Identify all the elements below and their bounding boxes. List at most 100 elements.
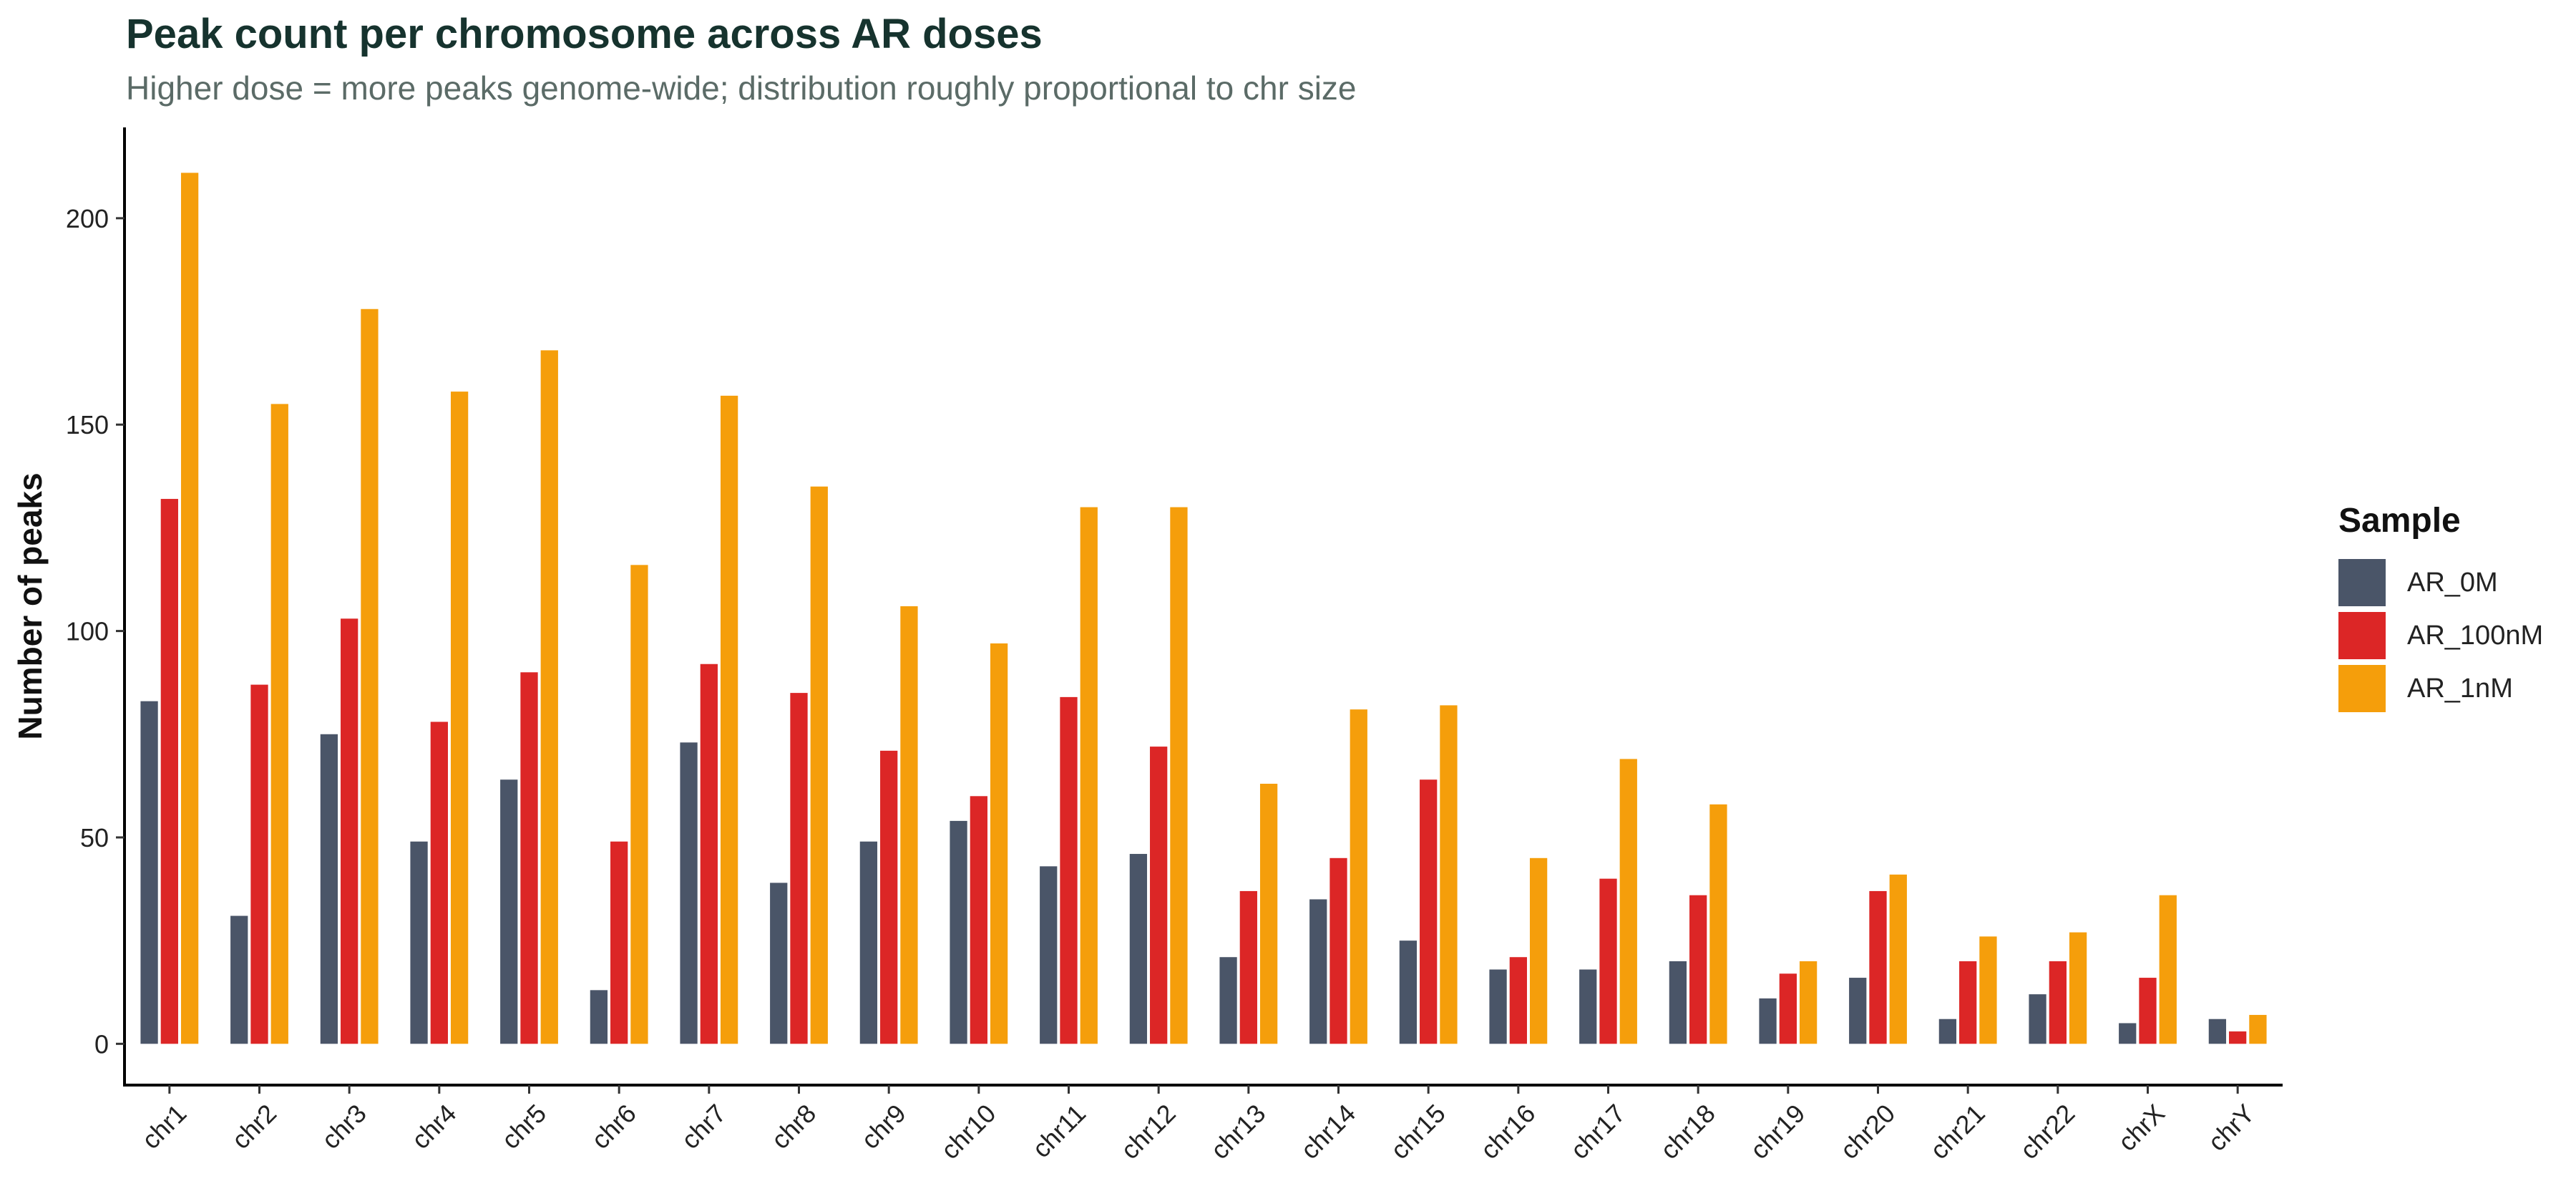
x-tick-label-chr19: chr19: [1745, 1099, 1811, 1165]
bar-AR_100nM-chr8: [790, 693, 808, 1044]
bars-layer: [140, 172, 2267, 1044]
bar-AR_100nM-chr11: [1060, 696, 1078, 1044]
bar-AR_100nM-chr3: [341, 618, 358, 1044]
bar-AR_0M-chr13: [1219, 957, 1237, 1044]
x-tick-label-chr13: chr13: [1205, 1099, 1272, 1165]
bar-AR_1nM-chrY: [2249, 1014, 2267, 1044]
bar-AR_0M-chr10: [950, 820, 967, 1044]
bar-AR_0M-chr7: [680, 742, 698, 1044]
bar-AR_0M-chr15: [1399, 941, 1418, 1044]
bar-AR_1nM-chr16: [1529, 857, 1548, 1044]
bar-AR_1nM-chr4: [450, 392, 469, 1044]
y-tick-label-50: 50: [80, 823, 109, 852]
x-tick-label-chr12: chr12: [1115, 1099, 1181, 1165]
x-tick-label-chr7: chr7: [675, 1099, 732, 1155]
x-tick-label-chr18: chr18: [1654, 1099, 1721, 1165]
bar-AR_0M-chr3: [320, 734, 338, 1044]
bar-AR_1nM-chr20: [1889, 874, 1907, 1044]
legend-swatch-AR_1nM: [2338, 665, 2386, 712]
bar-AR_1nM-chr17: [1619, 759, 1637, 1044]
legend: Sample AR_0M AR_100nM AR_1nM: [2338, 501, 2543, 715]
bar-AR_0M-chr20: [1849, 978, 1867, 1044]
bar-AR_100nM-chr18: [1689, 895, 1707, 1044]
bar-AR_100nM-chr15: [1420, 779, 1438, 1044]
chart-title: Peak count per chromosome across AR dose…: [126, 11, 1043, 57]
x-tick-label-chr2: chr2: [226, 1099, 283, 1155]
bar-AR_100nM-chr16: [1509, 957, 1527, 1044]
bar-AR_0M-chr1: [140, 701, 158, 1044]
bar-AR_0M-chr17: [1579, 969, 1597, 1044]
bar-AR_1nM-chr3: [361, 308, 379, 1044]
x-tick-label-chrY: chrY: [2202, 1099, 2260, 1157]
x-tick-label-chr22: chr22: [2014, 1099, 2081, 1165]
bar-AR_100nM-chr5: [520, 672, 538, 1044]
x-tick-label-chr14: chr14: [1294, 1099, 1361, 1165]
y-tick-label-150: 150: [66, 410, 109, 439]
legend-label-AR_1nM: AR_1nM: [2407, 673, 2513, 704]
bar-AR_100nM-chr20: [1869, 890, 1887, 1044]
bar-AR_100nM-chr12: [1150, 747, 1168, 1044]
bar-AR_100nM-chr10: [970, 796, 987, 1044]
chart-subtitle: Higher dose = more peaks genome-wide; di…: [126, 69, 1357, 107]
bar-AR_100nM-chr13: [1239, 890, 1257, 1044]
bar-AR_100nM-chr9: [880, 750, 898, 1044]
bar-AR_0M-chr19: [1759, 998, 1777, 1044]
bar-AR_1nM-chr18: [1709, 804, 1727, 1044]
bar-AR_100nM-chr19: [1779, 973, 1797, 1044]
bar-AR_0M-chr9: [859, 841, 878, 1044]
legend-swatch-AR_0M: [2338, 559, 2386, 606]
legend-item-AR_100nM: AR_100nM: [2338, 609, 2543, 662]
bar-AR_0M-chr22: [2029, 994, 2046, 1044]
bar-AR_1nM-chr10: [990, 643, 1008, 1044]
bar-AR_0M-chr14: [1309, 899, 1327, 1044]
bar-AR_0M-chr5: [500, 779, 518, 1044]
bar-AR_100nM-chr17: [1599, 878, 1617, 1044]
y-tick-label-0: 0: [94, 1029, 109, 1059]
legend-item-AR_1nM: AR_1nM: [2338, 662, 2543, 715]
bar-AR_100nM-chr2: [250, 684, 268, 1044]
bar-AR_1nM-chr19: [1799, 961, 1818, 1044]
bar-AR_100nM-chr7: [700, 664, 718, 1044]
bar-AR_0M-chr18: [1669, 961, 1687, 1044]
bar-AR_0M-chr21: [1938, 1019, 1957, 1044]
legend-item-AR_0M: AR_0M: [2338, 556, 2543, 609]
x-tick-label-chr20: chr20: [1834, 1099, 1901, 1165]
bar-AR_0M-chr6: [590, 990, 608, 1044]
legend-swatch-AR_100nM: [2338, 612, 2386, 659]
bar-AR_1nM-chr13: [1259, 783, 1278, 1044]
bar-AR_1nM-chr7: [720, 395, 738, 1044]
bar-AR_100nM-chr21: [1959, 961, 1977, 1044]
bar-AR_0M-chr16: [1489, 969, 1507, 1044]
y-axis-title: Number of peaks: [11, 472, 49, 739]
bar-AR_1nM-chr21: [1979, 936, 1997, 1044]
x-tick-label-chrX: chrX: [2112, 1099, 2170, 1157]
bar-AR_0M-chr2: [230, 915, 248, 1044]
x-tick-label-chr21: chr21: [1924, 1099, 1991, 1165]
y-tick-label-100: 100: [66, 617, 109, 646]
x-tick-label-chr17: chr17: [1564, 1099, 1631, 1165]
x-tick-label-chr4: chr4: [406, 1099, 462, 1155]
bar-AR_0M-chrX: [2119, 1023, 2137, 1044]
bar-AR_1nM-chr8: [810, 486, 828, 1044]
bar-AR_1nM-chr1: [180, 172, 199, 1044]
y-tick-label-200: 200: [66, 204, 109, 233]
bar-AR_0M-chr12: [1129, 854, 1148, 1044]
bar-AR_1nM-chrX: [2159, 895, 2177, 1044]
x-tick-label-chr8: chr8: [766, 1099, 822, 1155]
bar-AR_1nM-chr14: [1350, 709, 1367, 1044]
bar-AR_0M-chrY: [2208, 1019, 2227, 1044]
bar-AR_100nM-chr4: [430, 721, 448, 1044]
bar-AR_100nM-chr1: [160, 499, 178, 1044]
legend-label-AR_100nM: AR_100nM: [2407, 620, 2544, 651]
bar-AR_100nM-chr14: [1330, 857, 1347, 1044]
legend-title: Sample: [2338, 502, 2461, 540]
x-tick-label-chr11: chr11: [1026, 1099, 1091, 1164]
bar-AR_1nM-chr6: [630, 565, 648, 1044]
x-tick-label-chr16: chr16: [1475, 1099, 1541, 1165]
x-tick-label-chr9: chr9: [855, 1099, 912, 1155]
bar-AR_100nM-chr6: [610, 841, 628, 1044]
x-tick-label-chr15: chr15: [1385, 1099, 1451, 1165]
bar-AR_0M-chr4: [410, 841, 428, 1044]
bar-AR_100nM-chrY: [2229, 1031, 2247, 1044]
